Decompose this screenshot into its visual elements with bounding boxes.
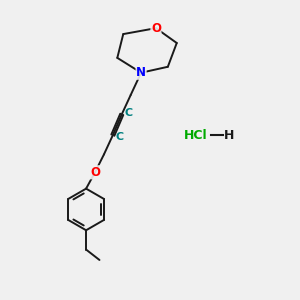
- Text: O: O: [90, 166, 100, 179]
- Text: C: C: [115, 132, 123, 142]
- Text: O: O: [151, 22, 161, 34]
- Text: H: H: [224, 129, 234, 142]
- Text: N: N: [136, 66, 146, 79]
- Text: HCl: HCl: [184, 129, 208, 142]
- Text: C: C: [124, 108, 132, 118]
